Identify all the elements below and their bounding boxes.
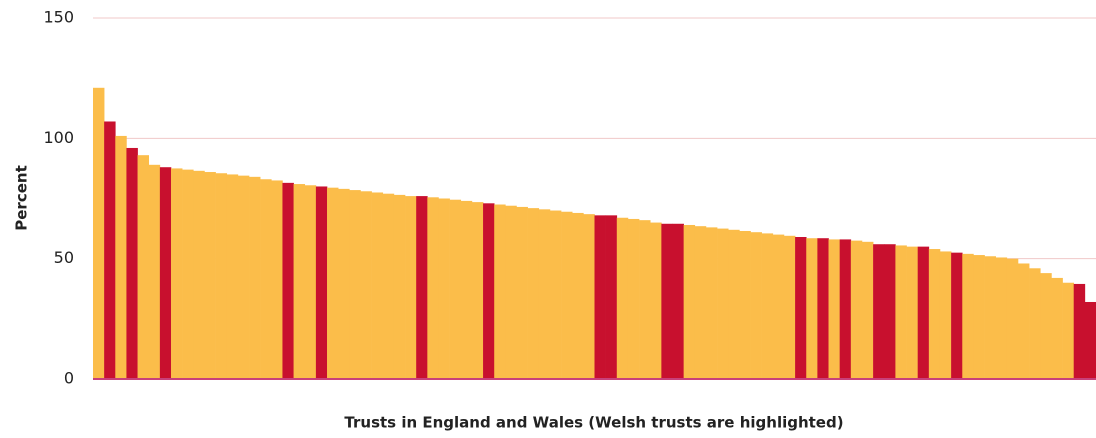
bar [705, 227, 718, 379]
bar [995, 257, 1008, 379]
bar [293, 184, 306, 379]
bar [627, 218, 640, 379]
bar [104, 121, 116, 379]
bar [1062, 282, 1075, 379]
bar [895, 245, 907, 379]
bar [159, 167, 172, 379]
bar [973, 255, 985, 379]
bar [739, 230, 751, 379]
bar [271, 180, 283, 379]
bar [427, 197, 439, 379]
bar [839, 239, 852, 379]
bar [928, 249, 941, 379]
bar [650, 222, 662, 379]
bar [171, 168, 183, 379]
bar [405, 196, 417, 379]
bar [115, 135, 127, 379]
bar [137, 155, 150, 379]
bar [382, 193, 395, 379]
bar [126, 147, 138, 379]
bar [984, 256, 996, 379]
bar [750, 232, 762, 379]
bar [360, 191, 372, 379]
bar [917, 246, 930, 379]
bar [260, 179, 272, 379]
bar [861, 241, 874, 379]
bar [828, 239, 840, 379]
bar [761, 233, 774, 379]
bar [906, 246, 918, 379]
bar [349, 190, 361, 379]
bar [1051, 277, 1063, 379]
y-axis-title: Percent [13, 165, 31, 230]
y-tick-label: 100 [43, 128, 74, 147]
bar [315, 186, 328, 379]
bar [304, 185, 317, 379]
bar [951, 252, 963, 379]
bar [483, 203, 495, 379]
bar [605, 215, 618, 379]
bar [460, 200, 473, 379]
bar [471, 202, 484, 379]
bar [639, 220, 651, 379]
bar [393, 194, 406, 379]
bar [962, 253, 974, 379]
bar [683, 224, 696, 379]
bar [327, 187, 339, 379]
y-tick-label: 0 [64, 369, 74, 388]
bar [717, 228, 729, 379]
bar [1073, 283, 1086, 379]
bar [494, 204, 506, 379]
bar [795, 237, 807, 379]
bar [527, 208, 540, 379]
bar [728, 229, 740, 379]
bar [1017, 263, 1030, 379]
bar [1084, 301, 1096, 379]
bar [416, 196, 428, 379]
bar [572, 212, 584, 379]
bar [939, 251, 952, 379]
bar [594, 215, 606, 379]
bar [1006, 258, 1019, 379]
bar [371, 192, 384, 379]
bar [616, 217, 629, 379]
bar [204, 172, 216, 379]
bar [817, 238, 829, 379]
bar [561, 211, 573, 379]
bar [505, 205, 517, 379]
bar [549, 210, 562, 379]
bar [93, 87, 105, 379]
bar [338, 188, 350, 379]
y-tick-label: 50 [54, 248, 74, 267]
bar [182, 169, 194, 379]
bar [672, 223, 684, 379]
bar [850, 240, 863, 379]
bar [215, 173, 228, 379]
bar [538, 209, 551, 379]
bar [1029, 268, 1041, 379]
bar [449, 199, 462, 379]
bar [237, 175, 250, 379]
bar [783, 235, 796, 379]
bar [583, 214, 595, 379]
x-axis-title: Trusts in England and Wales (Welsh trust… [344, 414, 843, 432]
bar [249, 176, 261, 379]
bar [282, 182, 294, 379]
bar [438, 198, 450, 379]
bar [694, 226, 707, 379]
bar [873, 244, 885, 379]
bar [226, 174, 239, 379]
bar [661, 223, 673, 379]
bar [806, 238, 818, 379]
bar [884, 244, 896, 379]
y-tick-label: 150 [43, 8, 74, 27]
bar [516, 206, 528, 379]
bar [1040, 273, 1052, 379]
bar [148, 164, 161, 379]
bar [772, 234, 785, 379]
bar [193, 170, 205, 379]
